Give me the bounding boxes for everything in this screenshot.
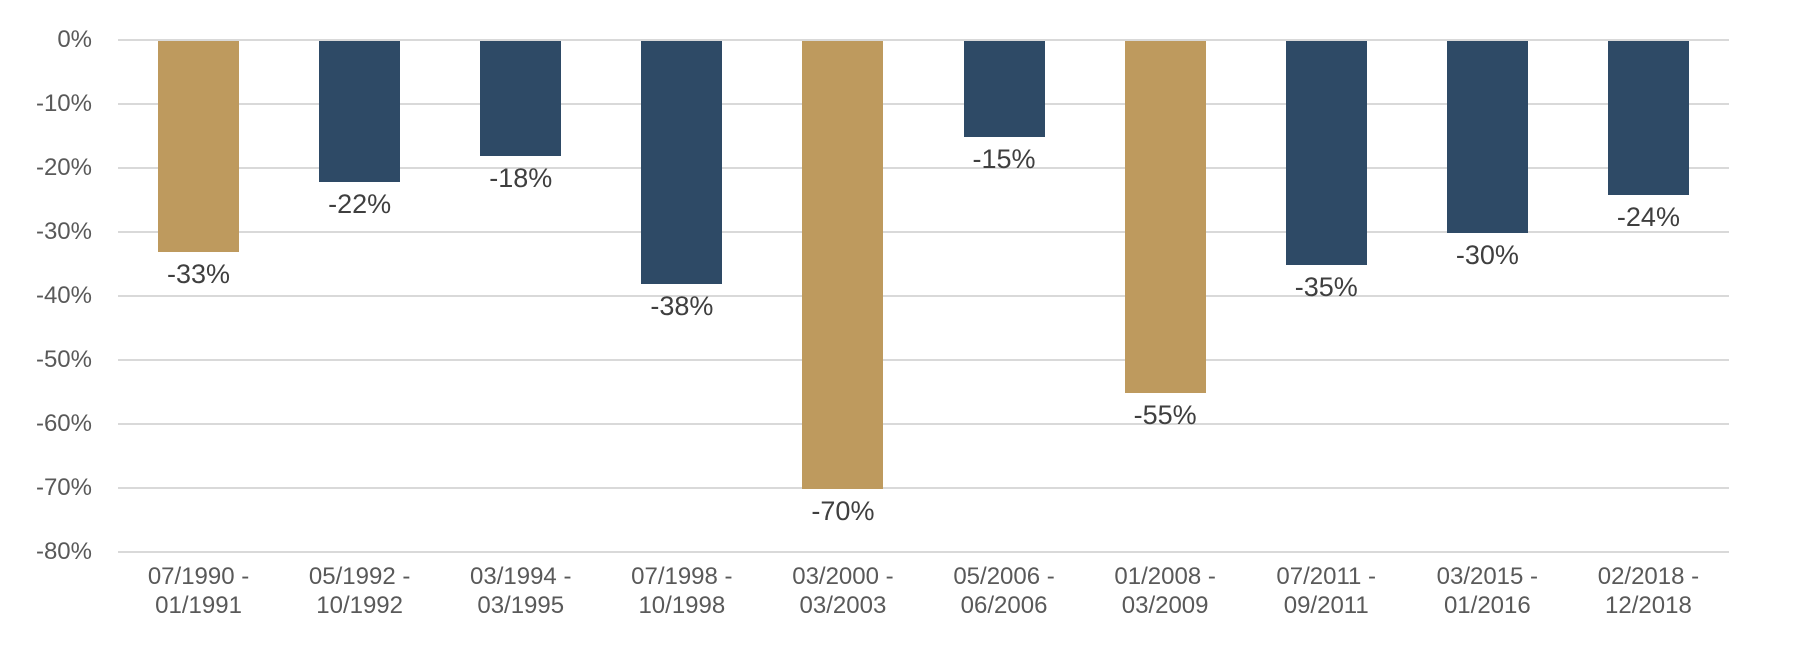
y-axis-tick-label: -40%: [35, 282, 92, 309]
bar: [480, 41, 562, 156]
bar-value-label: -22%: [328, 189, 392, 219]
bar: [1446, 41, 1528, 233]
bar: [963, 41, 1045, 137]
bar: [1285, 41, 1367, 265]
gridline: [118, 39, 1729, 41]
bar-value-label: -35%: [1294, 272, 1358, 302]
bar-value-label: -18%: [489, 163, 553, 193]
bar-value-label: -38%: [650, 291, 714, 321]
bar-slot: -35%: [1246, 41, 1407, 303]
gridline: [118, 551, 1729, 553]
bar: [158, 41, 240, 252]
x-axis-tick-label: 07/2011 - 09/2011: [1276, 563, 1377, 619]
x-axis-tick-label: 02/2018 - 12/2018: [1597, 563, 1700, 619]
bar-slot: -18%: [440, 41, 601, 194]
bar-value-label: -15%: [972, 144, 1036, 174]
bar-slot: -70%: [762, 41, 923, 527]
gridline: [118, 359, 1729, 361]
gridline: [118, 167, 1729, 169]
bar-slot: -22%: [279, 41, 440, 220]
x-axis-tick-label: 03/2000 - 03/2003: [792, 563, 894, 619]
bar: [641, 41, 723, 284]
bar-slot: -33%: [118, 41, 279, 290]
bar: [1124, 41, 1206, 393]
gridline: [118, 231, 1729, 233]
bar-value-label: -24%: [1616, 202, 1680, 232]
bar-slot: -30%: [1407, 41, 1568, 271]
bar-slot: -55%: [1085, 41, 1246, 431]
bar: [1607, 41, 1689, 195]
bar-slot: -38%: [601, 41, 762, 322]
bar-value-label: -33%: [167, 259, 231, 289]
x-axis-tick-label: 07/1998 - 10/1998: [631, 563, 733, 619]
x-axis-tick-label: 05/2006 - 06/2006: [953, 563, 1055, 619]
y-axis-tick-label: -20%: [35, 154, 92, 181]
y-axis-tick-label: -30%: [35, 218, 92, 245]
x-axis-tick-label: 01/2008 - 03/2009: [1114, 563, 1216, 619]
bar-value-label: -70%: [811, 496, 875, 526]
gridline: [118, 423, 1729, 425]
x-axis-tick-label: 03/2015 - 01/2016: [1436, 563, 1539, 619]
bar-value-label: -55%: [1133, 400, 1197, 430]
y-axis-tick-label: -10%: [35, 90, 92, 117]
gridline: [118, 487, 1729, 489]
x-axis-tick-label: 07/1990 - 01/1991: [147, 563, 250, 619]
bar: [802, 41, 884, 489]
y-axis-tick-label: -50%: [35, 346, 92, 373]
bar-slot: -24%: [1568, 41, 1729, 233]
x-axis-tick-label: 05/1992 - 10/1992: [308, 563, 411, 619]
y-axis-tick-label: -70%: [35, 474, 92, 501]
gridline: [118, 295, 1729, 297]
y-axis-tick-label: -80%: [35, 538, 92, 565]
y-axis-tick-label: -60%: [35, 410, 92, 437]
bar: [319, 41, 401, 182]
gridline: [118, 103, 1729, 105]
bar-value-label: -30%: [1455, 240, 1519, 270]
y-axis-tick-label: 0%: [57, 26, 92, 53]
bar-slot: -15%: [924, 41, 1085, 175]
x-axis-tick-label: 03/1994 - 03/1995: [470, 563, 572, 619]
